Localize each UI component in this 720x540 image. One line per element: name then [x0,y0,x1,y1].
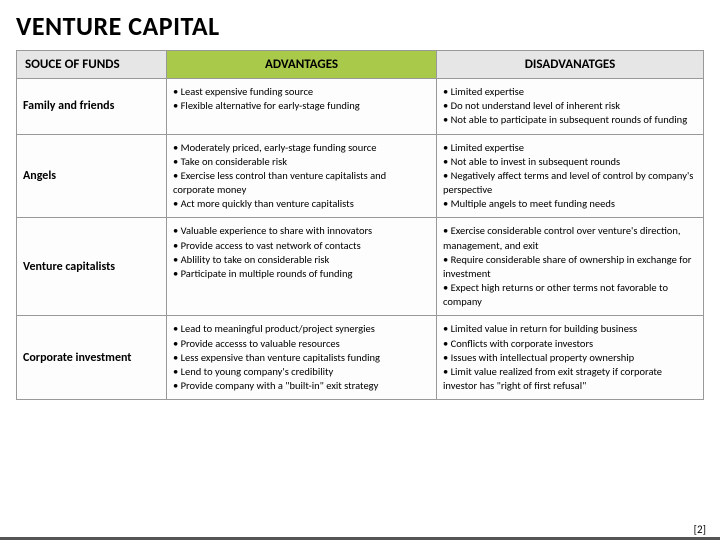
bullet-item: • Moderately priced, early-stage funding… [173,141,430,155]
slide-container: VENTURE CAPITAL SOUCE OF FUNDS ADVANTAGE… [0,0,720,540]
bullet-item: • Issues with intellectual property owne… [443,351,697,365]
bullet-item: • Limit value realized from exit straget… [443,365,697,393]
cell-advantages: • Least expensive funding source• Flexib… [167,79,437,135]
header-source: SOUCE OF FUNDS [17,51,167,79]
table-row: Family and friends • Least expensive fun… [17,79,704,135]
bullet-item: • Multiple angels to meet funding needs [443,197,697,211]
bullet-item: • Take on considerable risk [173,155,430,169]
bullet-item: • Flexible alternative for early-stage f… [173,99,430,113]
comparison-table: SOUCE OF FUNDS ADVANTAGES DISADVANATGES … [16,50,704,400]
table-row: Angels • Moderately priced, early-stage … [17,134,704,218]
header-advantages: ADVANTAGES [167,51,437,79]
bullet-item: • Negatively affect terms and level of c… [443,169,697,197]
cell-disadvantages: • Limited value in return for building b… [437,316,704,400]
cell-disadvantages: • Exercise considerable control over ven… [437,218,704,316]
cell-advantages: • Valuable experience to share with inno… [167,218,437,316]
row-label: Angels [17,134,167,218]
table-row: Venture capitalists • Valuable experienc… [17,218,704,316]
bullet-item: • Least expensive funding source [173,85,430,99]
slide-title: VENTURE CAPITAL [16,10,704,42]
bullet-item: • Limited value in return for building b… [443,322,697,336]
header-disadvantages: DISADVANATGES [437,51,704,79]
row-label: Corporate investment [17,316,167,400]
row-label: Family and friends [17,79,167,135]
bullet-item: • Exercise less control than venture cap… [173,169,430,197]
bullet-item: • Provide access to vast network of cont… [173,239,430,253]
bullet-item: • Expect high returns or other terms not… [443,281,697,309]
bullet-item: • Valuable experience to share with inno… [173,224,430,238]
cell-disadvantages: • Limited expertise• Do not understand l… [437,79,704,135]
bullet-item: • Participate in multiple rounds of fund… [173,267,430,281]
bullet-item: • Require considerable share of ownershi… [443,253,697,281]
cell-disadvantages: • Limited expertise• Not able to invest … [437,134,704,218]
bullet-item: • Not able to invest in subsequent round… [443,155,697,169]
cell-advantages: • Lead to meaningful product/project syn… [167,316,437,400]
header-row: SOUCE OF FUNDS ADVANTAGES DISADVANATGES [17,51,704,79]
bullet-item: • Provide company with a "built-in" exit… [173,379,430,393]
bullet-item: • Act more quickly than venture capitali… [173,197,430,211]
cell-advantages: • Moderately priced, early-stage funding… [167,134,437,218]
bullet-item: • Exercise considerable control over ven… [443,224,697,252]
bullet-item: • Limited expertise [443,141,697,155]
bullet-item: • Lead to meaningful product/project syn… [173,322,430,336]
bullet-item: • Do not understand level of inherent ri… [443,99,697,113]
table-row: Corporate investment • Lead to meaningfu… [17,316,704,400]
bullet-item: • Lend to young company's credibility [173,365,430,379]
bullet-item: • Conflicts with corporate investors [443,337,697,351]
bullet-item: • Limited expertise [443,85,697,99]
bullet-item: • Provide accesss to valuable resources [173,337,430,351]
bullet-item: • Not able to participate in subsequent … [443,113,697,127]
bullet-item: • Ablility to take on considerable risk [173,253,430,267]
footer-reference: [2] [694,523,706,536]
row-label: Venture capitalists [17,218,167,316]
bullet-item: • Less expensive than venture capitalist… [173,351,430,365]
